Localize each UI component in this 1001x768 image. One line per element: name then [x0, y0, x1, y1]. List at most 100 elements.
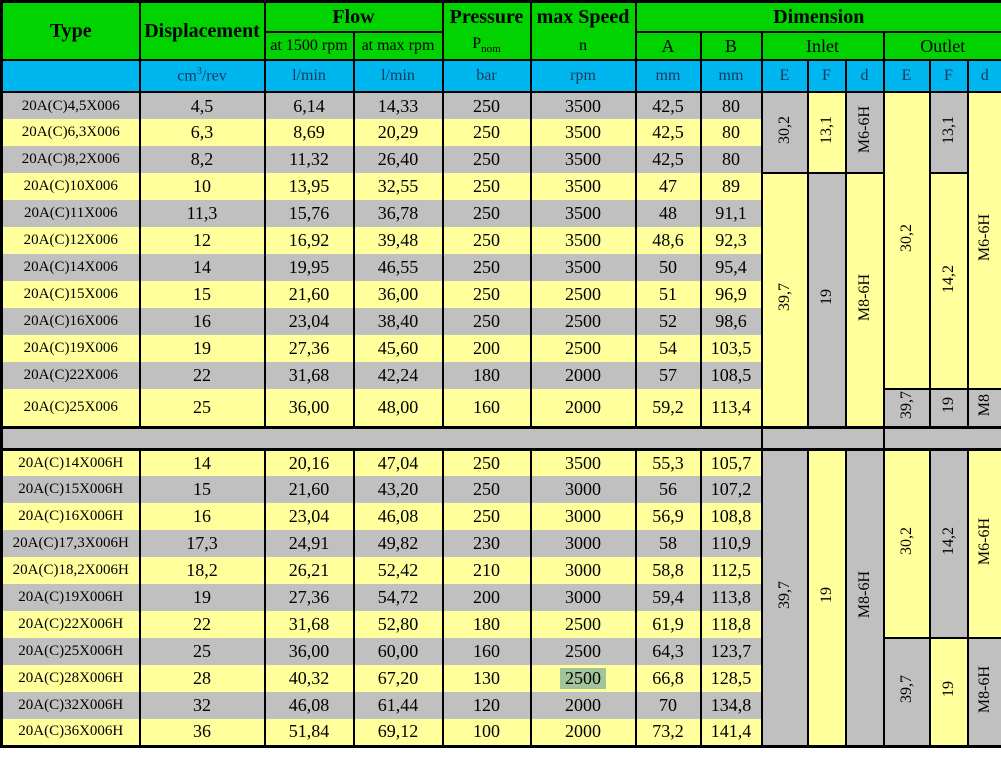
header-flow-at-maxrpm: at max rpm	[352, 31, 444, 61]
cell-type: 20A(C)11X006	[0, 200, 141, 227]
cell-dim-a: 57	[634, 362, 702, 389]
unit-flow-max: l/min	[352, 59, 444, 93]
cell-flow-max: 48,00	[352, 389, 444, 427]
pump-spec-table: Type Displacement Flow Pressure max Spee…	[0, 0, 1001, 748]
cell-type: 20A(C)36X006H	[0, 719, 141, 746]
spec-row: 20A(C)14X006H 14 20,16 47,04 250 3500 55,3 105,…	[0, 448, 1001, 747]
cell-speed: 3500	[529, 449, 637, 476]
cell-flow-1500: 40,32	[263, 665, 355, 692]
cell-displacement: 22	[138, 611, 266, 638]
cell-speed: 3000	[529, 584, 637, 611]
cell-flow-max: 38,40	[352, 308, 444, 335]
spec-row: 20A(C)22X006 22 31,68 42,24 180 2000 57 108,5	[0, 362, 1001, 389]
cell-dim-b: 80	[699, 146, 763, 173]
highlighted-speed-value: 2500	[560, 668, 606, 689]
spec-row: 20A(C)22X006H 22 31,68 52,80 180 2500 61,9 118,…	[0, 611, 1001, 638]
header-flow: Flow	[263, 0, 444, 33]
block-006H-series: 20A(C)14X006H 14 20,16 47,04 250 3500 55,3 105,…	[0, 448, 1001, 747]
cell-dim-b: 98,6	[699, 308, 763, 335]
cell-dim-a: 56	[634, 476, 702, 503]
separator-cell	[882, 425, 1001, 451]
spec-row: 20A(C)12X006 12 16,92 39,48 250 3500 48,6 92,3	[0, 227, 1001, 254]
cell-displacement: 10	[138, 173, 266, 200]
spec-row: 20A(C)16X006 16 23,04 38,40 250 2500 52 98,6	[0, 308, 1001, 335]
block-006-series: 20A(C)4,5X006 4,5 6,14 14,33 250 3500 42,5 80 3…	[0, 91, 1001, 428]
cell-inlet-f: 19	[806, 172, 847, 428]
cell-pressure: 200	[441, 335, 532, 362]
cell-dim-a: 73,2	[634, 719, 702, 746]
cell-dim-b: 113,8	[699, 584, 763, 611]
cell-speed: 3500	[529, 254, 637, 281]
cell-dim-a: 58,8	[634, 557, 702, 584]
cell-flow-max: 46,08	[352, 503, 444, 530]
cell-displacement: 16	[138, 308, 266, 335]
cell-pressure: 250	[441, 200, 532, 227]
cell-dim-b: 89	[699, 173, 763, 200]
cell-pressure: 200	[441, 584, 532, 611]
cell-flow-1500: 26,21	[263, 557, 355, 584]
cell-outlet-f: 13,1	[928, 91, 969, 174]
cell-displacement: 19	[138, 584, 266, 611]
cell-type: 20A(C)32X006H	[0, 692, 141, 719]
cell-speed: 2500	[529, 335, 637, 362]
cell-dim-a: 61,9	[634, 611, 702, 638]
cell-flow-max: 14,33	[352, 92, 444, 119]
cell-speed: 2000	[529, 692, 637, 719]
header-dim-a: A	[634, 31, 702, 61]
cell-flow-max: 43,20	[352, 476, 444, 503]
block-separator	[0, 425, 1001, 451]
cell-flow-max: 67,20	[352, 665, 444, 692]
cell-speed: 2500	[529, 638, 637, 665]
cell-displacement: 4,5	[138, 92, 266, 119]
cell-pressure: 250	[441, 173, 532, 200]
cell-dim-b: 134,8	[699, 692, 763, 719]
cell-dim-a: 64,3	[634, 638, 702, 665]
cell-speed: 3500	[529, 173, 637, 200]
pnom-subscript: nom	[481, 43, 501, 56]
cell-inlet-d: M6-6H	[844, 91, 885, 174]
cell-type: 20A(C)15X006H	[0, 476, 141, 503]
cell-inlet-d: M8-6H	[844, 448, 885, 747]
cell-outlet-d: M6-6H	[966, 91, 1001, 390]
cell-type: 20A(C)17,3X006H	[0, 530, 141, 557]
cell-displacement: 25	[138, 389, 266, 427]
cell-flow-max: 32,55	[352, 173, 444, 200]
header-outlet: Outlet	[882, 31, 1001, 61]
cell-flow-max: 46,55	[352, 254, 444, 281]
cell-dim-a: 66,8	[634, 665, 702, 692]
cell-outlet-f: 19	[928, 637, 969, 747]
cell-speed: 3000	[529, 476, 637, 503]
cell-flow-max: 52,80	[352, 611, 444, 638]
cell-dim-b: 123,7	[699, 638, 763, 665]
cell-dim-a: 55,3	[634, 449, 702, 476]
cell-pressure: 250	[441, 503, 532, 530]
cell-dim-b: 112,5	[699, 557, 763, 584]
spec-row: 20A(C)18,2X006H 18,2 26,21 52,42 210 3000 58,8…	[0, 557, 1001, 584]
cell-dim-a: 70	[634, 692, 702, 719]
cell-pressure: 250	[441, 449, 532, 476]
cell-displacement: 25	[138, 638, 266, 665]
cell-dim-a: 52	[634, 308, 702, 335]
cell-pressure: 230	[441, 530, 532, 557]
cell-flow-1500: 31,68	[263, 362, 355, 389]
cell-speed: 2500	[529, 281, 637, 308]
spec-row: 20A(C)17,3X006H 17,3 24,91 49,82 230 3000 58 11…	[0, 530, 1001, 557]
cell-dim-a: 59,2	[634, 389, 702, 427]
spec-row: 20A(C)32X006H 32 46,08 61,44 120 2000 70 134,8	[0, 692, 1001, 719]
spec-row: 20A(C)25X006 25 36,00 48,00 160 2000 59,2 113,4…	[0, 388, 1001, 428]
spec-row: 20A(C)36X006H 36 51,84 69,12 100 2000 73,2 141,…	[0, 719, 1001, 746]
cell-pressure: 250	[441, 308, 532, 335]
header-displacement: Displacement	[138, 0, 266, 61]
cell-dim-a: 42,5	[634, 92, 702, 119]
cell-flow-1500: 31,68	[263, 611, 355, 638]
cell-dim-b: 92,3	[699, 227, 763, 254]
cell-dim-b: 80	[699, 92, 763, 119]
cell-flow-max: 61,44	[352, 692, 444, 719]
cell-flow-max: 54,72	[352, 584, 444, 611]
cell-speed: 3500	[529, 200, 637, 227]
cell-type: 20A(C)28X006H	[0, 665, 141, 692]
cell-displacement: 6,3	[138, 119, 266, 146]
header-row-1: Type Displacement Flow Pressure max Spee…	[0, 0, 1001, 61]
cell-dim-b: 141,4	[699, 719, 763, 746]
